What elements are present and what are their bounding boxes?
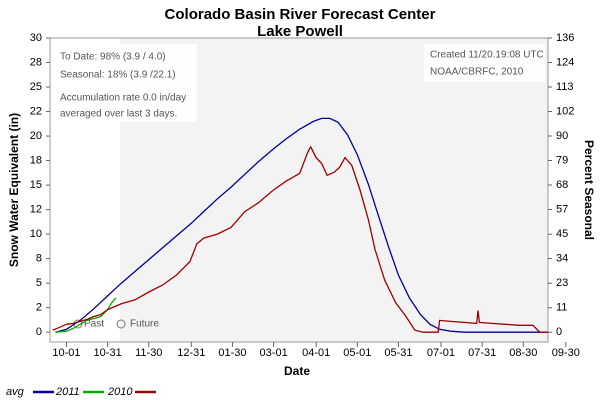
x-tick-label: 07-01 <box>427 347 455 359</box>
y2-tick-label: 113 <box>556 81 574 93</box>
annotation: To Date: 98% (3.9 / 4.0) <box>60 52 166 63</box>
y2-tick-label: 34 <box>556 252 568 264</box>
x-tick-label: 11-30 <box>135 347 162 359</box>
future-icon <box>116 319 126 329</box>
x-tick-label: 09-30 <box>552 347 580 359</box>
annotation: averaged over last 3 days. <box>60 109 177 120</box>
x-tick-label: 05-01 <box>343 347 371 359</box>
y-tick-label: 8 <box>36 253 42 265</box>
y-tick-label: 22 <box>30 105 42 117</box>
info-box <box>55 44 197 122</box>
series-line <box>52 145 548 333</box>
x-tick-label: 04-01 <box>302 347 330 359</box>
x-tick-label: 05-31 <box>384 347 412 359</box>
y2-tick-label: 136 <box>556 32 574 44</box>
y-tick-label: 25 <box>30 81 42 93</box>
y2-tick-label: 23 <box>556 277 568 289</box>
annotation: Seasonal: 18% (3.9 /22.1) <box>60 70 176 81</box>
y2-tick-label: 0 <box>556 326 562 338</box>
y-tick-label: 10 <box>30 228 42 240</box>
legend-label: 2011 <box>55 386 80 398</box>
annotation: Past <box>84 319 104 330</box>
series-line <box>55 297 117 333</box>
chart-title: Colorado Basin River Forecast Center <box>165 6 436 23</box>
y-tick-label: 15 <box>30 179 42 191</box>
x-axis-label: Date <box>284 364 310 378</box>
x-tick-label: 07-31 <box>468 347 496 359</box>
y2-tick-label: 124 <box>556 56 574 68</box>
y-tick-label: 12 <box>30 204 42 216</box>
plot-frame <box>49 37 549 343</box>
x-tick-label: 10-01 <box>52 347 80 359</box>
y-axis-label: Snow Water Equivalent (in) <box>7 113 21 267</box>
legend-label: avg <box>6 386 25 398</box>
annotation: NOAA/CBRFC, 2010 <box>430 67 524 78</box>
x-tick-label: 03-01 <box>260 347 288 359</box>
y-tick-label: 0 <box>36 326 42 338</box>
y2-tick-label: 11 <box>556 302 567 314</box>
x-tick-label: 10-31 <box>94 347 122 359</box>
credit-box <box>424 44 545 82</box>
y-tick-label: 30 <box>30 32 42 44</box>
x-tick-label: 01-30 <box>218 347 246 359</box>
series-line <box>55 117 548 333</box>
y-tick-label: 28 <box>30 56 42 68</box>
x-tick-label: 12-31 <box>177 347 205 359</box>
y2-tick-label: 68 <box>556 179 568 191</box>
y-tick-label: 18 <box>30 154 42 166</box>
y-tick-label: 2 <box>36 302 42 314</box>
y2-tick-label: 45 <box>556 228 568 240</box>
y-tick-label: 20 <box>30 130 42 142</box>
legend-label: 2010 <box>107 386 133 398</box>
x-tick-label: 08-30 <box>509 347 537 359</box>
y2-axis-label: Percent Seasonal <box>582 140 596 240</box>
annotation: Accumulation rate 0.0 in/day <box>60 93 186 104</box>
annotation: Created 11/20.19:08 UTC <box>430 50 544 61</box>
chart-subtitle: Lake Powell <box>257 23 343 40</box>
y2-tick-label: 57 <box>556 203 568 215</box>
y2-tick-label: 102 <box>556 105 574 117</box>
y-tick-label: 5 <box>36 277 42 289</box>
annotation: Future <box>130 319 159 330</box>
y2-tick-label: 90 <box>556 130 568 142</box>
y2-tick-label: 79 <box>556 154 568 166</box>
